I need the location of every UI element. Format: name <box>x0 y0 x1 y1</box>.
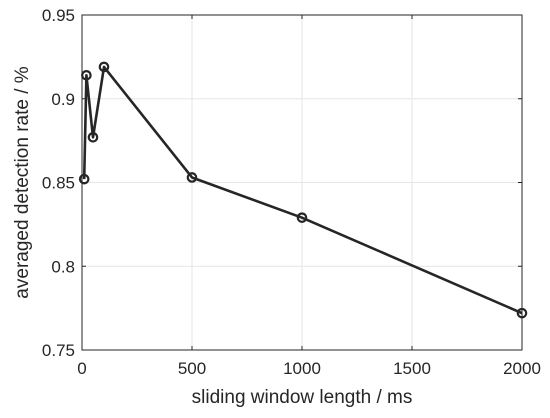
x-tick-label: 500 <box>178 359 206 378</box>
x-tick-label: 1000 <box>283 359 321 378</box>
data-point-marker <box>87 131 99 143</box>
data-point-marker <box>186 172 198 183</box>
x-tick-label: 0 <box>77 359 86 378</box>
data-point-marker <box>98 61 110 73</box>
x-axis-title: sliding window length / ms <box>192 387 413 408</box>
y-tick-label: 0.95 <box>42 6 75 25</box>
grid-layer <box>81 14 523 351</box>
tick-layer: 0 500 1000 1500 2000 0.75 0.8 0.85 0.9 0.95 <box>42 6 541 378</box>
series-layer <box>78 61 528 319</box>
y-tick-label: 0.85 <box>42 174 75 193</box>
data-point-marker <box>516 307 528 319</box>
x-tick-label: 1500 <box>393 359 431 378</box>
y-tick-label: 0.75 <box>42 341 75 360</box>
y-tick-label: 0.8 <box>51 257 75 276</box>
data-point-marker <box>296 212 308 223</box>
y-tick-label: 0.9 <box>51 90 75 109</box>
data-point-marker <box>78 173 90 185</box>
y-axis-title: averaged detection rate / % <box>12 66 33 298</box>
x-tick-label: 2000 <box>503 359 541 378</box>
series-line <box>82 65 523 315</box>
data-point-marker <box>81 70 92 81</box>
